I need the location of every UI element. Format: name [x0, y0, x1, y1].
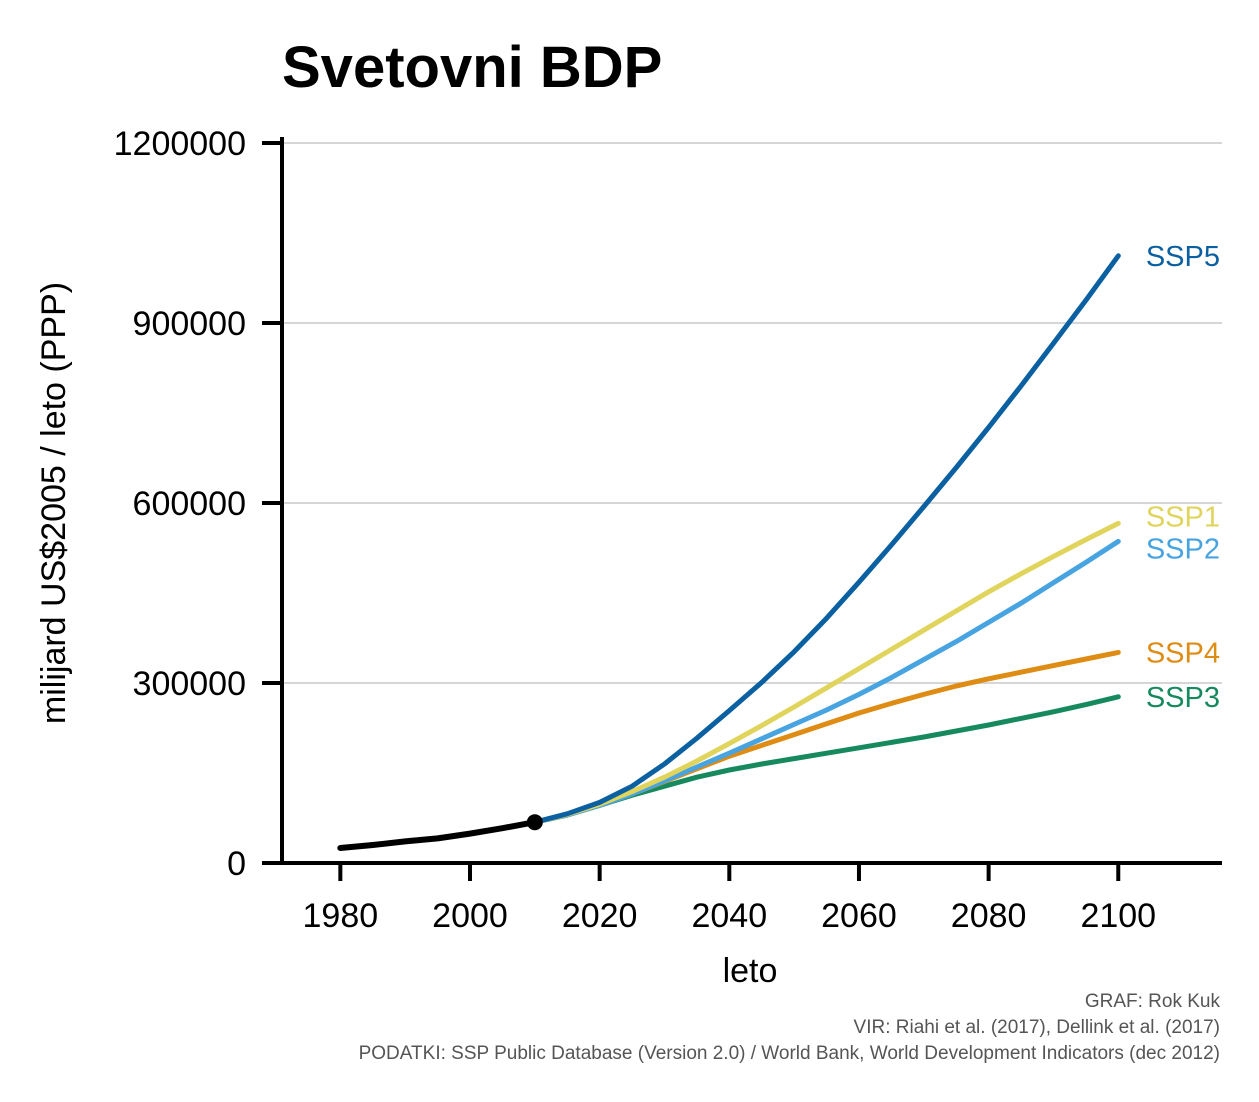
series-label-ssp4: SSP4 [1146, 637, 1220, 669]
axes [280, 137, 1222, 865]
series-line-ssp5 [532, 253, 1121, 825]
y-axis-title: milijard US$2005 / leto (PPP) [35, 282, 73, 724]
x-tick-label-2000: 2000 [432, 897, 508, 935]
x-tick-label-2060: 2060 [821, 897, 897, 935]
x-tick-label-2020: 2020 [562, 897, 638, 935]
caption-graph-author: GRAF: Rok Kuk [1085, 991, 1221, 1012]
history-line [337, 819, 538, 851]
chart-title: Svetovni BDP [282, 35, 662, 100]
gridlines [282, 142, 1222, 684]
y-tick-label-900000: 900000 [133, 305, 246, 343]
caption-source: VIR: Riahi et al. (2017), Dellink et al.… [854, 1017, 1220, 1038]
x-axis-title: leto [723, 952, 778, 990]
x-axis-ticks: 1980 2000 2020 2040 2060 2080 2100 [303, 863, 1156, 935]
x-tick-label-2100: 2100 [1080, 897, 1156, 935]
y-tick-label-300000: 300000 [133, 665, 246, 703]
history-end-marker [526, 814, 543, 831]
series-label-ssp5: SSP5 [1146, 241, 1220, 273]
caption-data: PODATKI: SSP Public Database (Version 2.… [359, 1043, 1220, 1064]
y-tick-label-1200000: 1200000 [114, 125, 246, 163]
series-line-ssp2 [532, 538, 1121, 825]
series-label-ssp1: SSP1 [1146, 501, 1220, 533]
series-line-ssp1 [532, 520, 1121, 825]
series-label-ssp2: SSP2 [1146, 533, 1220, 565]
y-tick-label-0: 0 [227, 845, 246, 883]
x-tick-label-1980: 1980 [303, 897, 379, 935]
series-label-ssp3: SSP3 [1146, 682, 1220, 714]
series-line-ssp3 [532, 694, 1121, 825]
x-tick-label-2040: 2040 [691, 897, 767, 935]
x-tick-label-2080: 2080 [951, 897, 1027, 935]
y-tick-label-600000: 600000 [133, 485, 246, 523]
series-lines [337, 253, 1121, 851]
y-axis-ticks: 0 300000 600000 900000 1200000 [114, 125, 282, 883]
